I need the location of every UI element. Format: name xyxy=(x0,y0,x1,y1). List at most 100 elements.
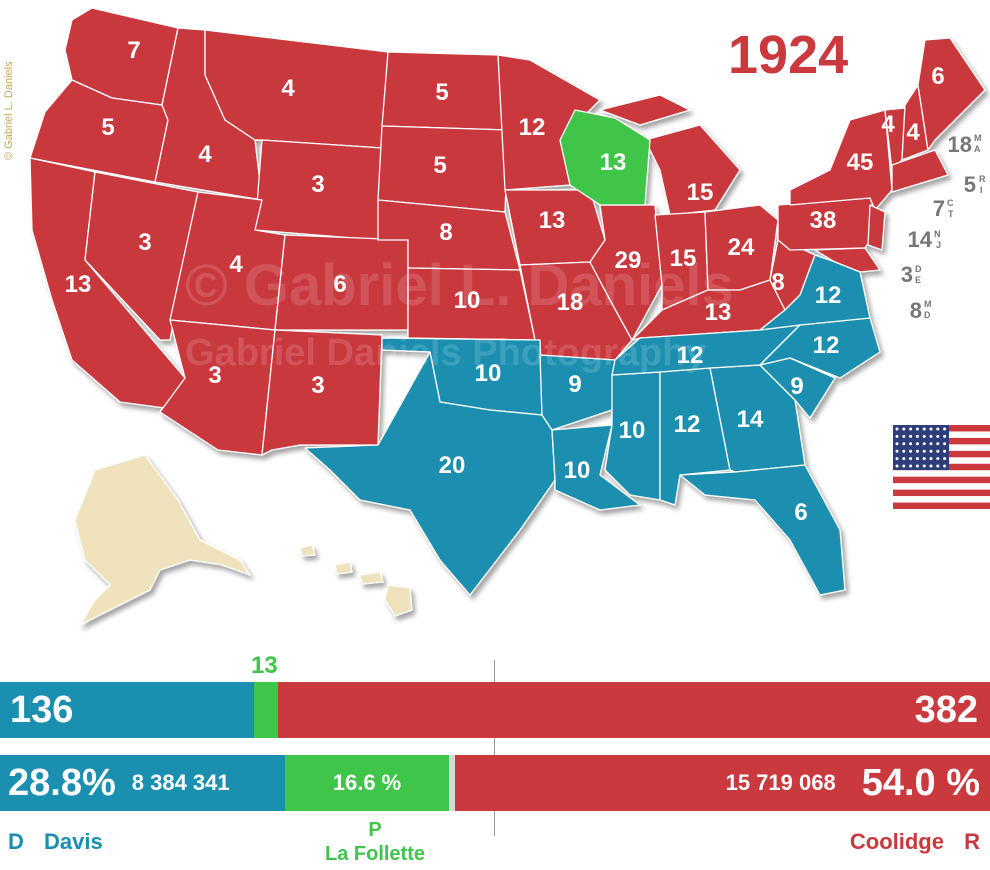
svg-text:C: C xyxy=(947,198,954,208)
electoral-bar-coolidge: 382 xyxy=(278,682,990,738)
svg-text:E: E xyxy=(915,275,921,285)
coolidge-party: R xyxy=(964,829,980,854)
flag-star xyxy=(929,434,933,438)
flag-star xyxy=(922,449,926,453)
flag-star xyxy=(915,457,919,461)
flag-star xyxy=(915,464,919,468)
popular-bar-other xyxy=(449,755,455,811)
flag-star xyxy=(922,464,926,468)
ev-va: 12 xyxy=(815,282,842,309)
ev-or: 5 xyxy=(101,114,114,141)
flag-star xyxy=(915,434,919,438)
svg-text:R: R xyxy=(979,174,986,184)
flag-stripe xyxy=(893,470,990,477)
flag-star xyxy=(895,427,899,431)
svg-text:M: M xyxy=(924,299,932,309)
popular-bar-lafollette: 16.6 % xyxy=(285,755,449,811)
candidate-coolidge: Coolidge R xyxy=(850,829,980,855)
ev-il: 29 xyxy=(615,247,642,274)
flag-star xyxy=(943,449,947,453)
ev-nm: 3 xyxy=(311,372,324,399)
state-louisiana xyxy=(551,424,641,511)
ev-ut: 4 xyxy=(229,251,243,278)
ev-mo: 18 xyxy=(557,289,584,316)
map-watermark: © Gabriel L. Daniels Gabriel Daniels Pho… xyxy=(185,253,734,374)
flag-star xyxy=(909,457,913,461)
flag-star xyxy=(909,427,913,431)
popular-coolidge-votes: 15 719 068 xyxy=(725,770,836,795)
ne-md-votes: 8 xyxy=(910,298,922,323)
flag-star xyxy=(902,464,906,468)
state-nevada xyxy=(84,171,199,341)
state-maryland-delaware xyxy=(814,247,881,273)
flag-star xyxy=(895,442,899,446)
ev-al: 12 xyxy=(674,411,701,438)
flag-star xyxy=(936,434,940,438)
flag-star xyxy=(902,427,906,431)
flag-star xyxy=(922,442,926,446)
flag-star xyxy=(929,457,933,461)
flag-stripe xyxy=(893,483,990,490)
ev-ms: 10 xyxy=(619,417,646,444)
flag-star xyxy=(902,442,906,446)
flag-star xyxy=(895,434,899,438)
flag-star xyxy=(936,457,940,461)
ne-ma-votes: 18 xyxy=(948,132,972,157)
flag-star xyxy=(915,449,919,453)
ne-de-votes: 3 xyxy=(901,262,913,287)
flag-star xyxy=(895,449,899,453)
state-michigan xyxy=(599,94,741,216)
ev-in: 15 xyxy=(670,245,697,272)
state-texas xyxy=(304,351,556,596)
popular-bar-coolidge: 15 719 068 54.0 % xyxy=(455,755,990,811)
svg-text:J: J xyxy=(936,240,941,250)
svg-text:D: D xyxy=(924,310,931,320)
us-electoral-map: © Gabriel L. Daniels Gabriel Daniels Pho… xyxy=(29,7,986,626)
state-new-mexico xyxy=(261,329,383,456)
election-year: 1924 xyxy=(728,25,849,85)
svg-text:T: T xyxy=(948,209,954,219)
state-maine xyxy=(917,37,986,151)
state-new-jersey xyxy=(867,204,886,251)
svg-text:Gabriel Daniels Photography: Gabriel Daniels Photography xyxy=(185,332,707,374)
flag-star xyxy=(909,464,913,468)
ev-wa: 7 xyxy=(127,37,140,64)
svg-text:N: N xyxy=(934,229,941,239)
flag-star xyxy=(909,434,913,438)
flag-star xyxy=(943,464,947,468)
flag-star xyxy=(922,427,926,431)
svg-text:D: D xyxy=(915,264,922,274)
flag-star xyxy=(915,442,919,446)
ne-ct-votes: 7 xyxy=(933,196,945,221)
ev-mn: 12 xyxy=(519,114,546,141)
ev-la: 10 xyxy=(564,457,591,484)
flag-star xyxy=(943,434,947,438)
ev-fl: 6 xyxy=(794,499,807,526)
us-flag-48-star xyxy=(893,425,990,509)
ev-wv: 8 xyxy=(771,269,784,296)
svg-text:I: I xyxy=(980,185,983,195)
flag-star xyxy=(929,427,933,431)
popular-lafollette-pct: 16.6 % xyxy=(332,770,402,795)
flag-stripe xyxy=(893,476,990,484)
ev-nv: 3 xyxy=(138,229,151,256)
ev-pa: 38 xyxy=(810,207,837,234)
flag-star xyxy=(922,434,926,438)
electoral-bar: 136 382 xyxy=(0,682,990,738)
ev-nc: 12 xyxy=(813,332,840,359)
ev-ky: 13 xyxy=(705,299,732,326)
flag-star xyxy=(929,442,933,446)
ev-mt: 4 xyxy=(281,75,295,102)
davis-party: D xyxy=(8,829,24,854)
ev-tn: 12 xyxy=(677,342,704,369)
candidate-lafollette: P La Follette xyxy=(300,818,450,866)
popular-bar-davis: 28.8% 8 384 341 xyxy=(0,755,285,811)
svg-text:M: M xyxy=(974,133,982,143)
svg-text:A: A xyxy=(974,144,981,154)
copyright-credit: © Gabriel L. Daniels xyxy=(3,61,15,160)
state-electoral-votes: 7 5 13 4 3 4 3 4 3 6 3 5 5 8 10 10 20 12… xyxy=(65,37,945,526)
ev-vt: 4 xyxy=(881,111,895,138)
territory-alaska xyxy=(74,454,251,626)
flag-stripe xyxy=(893,502,990,509)
state-southern-new-england xyxy=(891,149,949,193)
